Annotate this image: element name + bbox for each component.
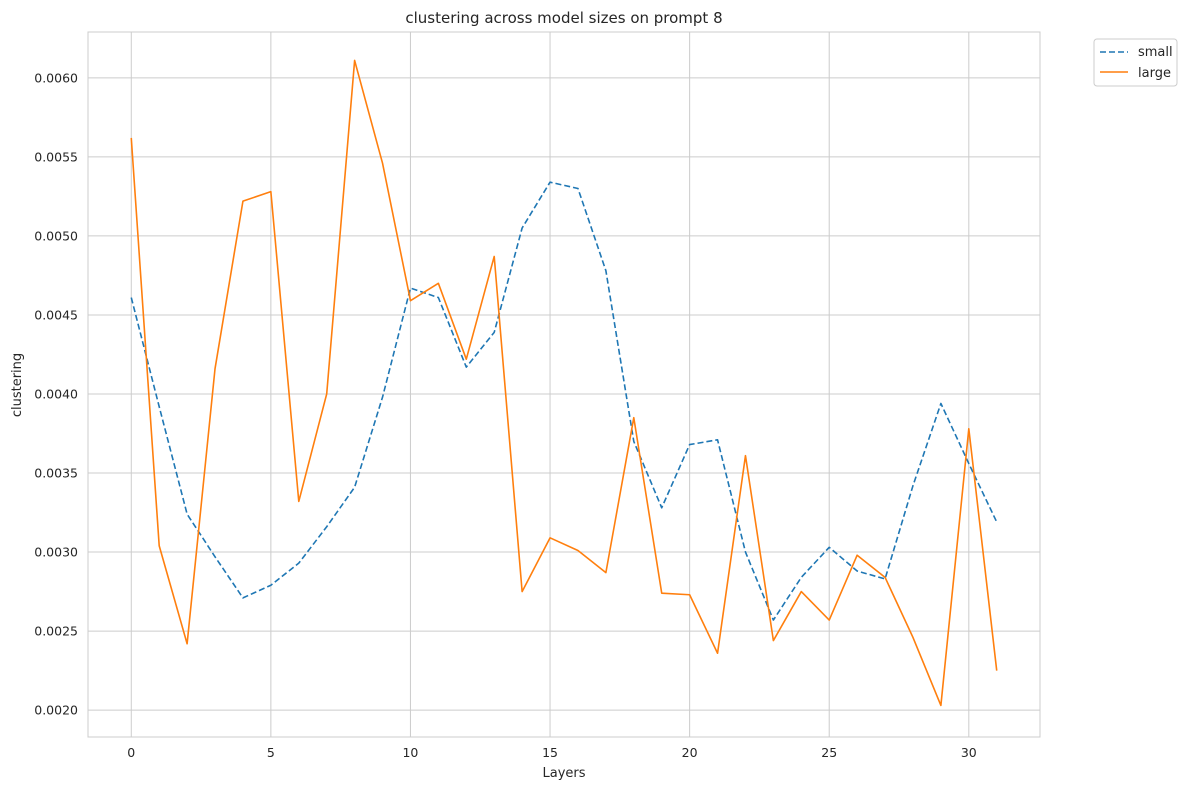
y-tick-label: 0.0050 [34,228,78,243]
series-line-large [130,59,998,707]
y-tick-label: 0.0060 [34,70,78,85]
chart-title: clustering across model sizes on prompt … [405,9,722,27]
y-tick-label: 0.0055 [34,149,78,164]
y-tick-label: 0.0020 [34,703,78,718]
x-tick-label: 15 [542,745,558,760]
tick-labels: 0 5 10 15 20 25 30 0.0020 0.0025 0.0030 0.0035 0.00… [34,70,977,760]
x-tick-label: 25 [821,745,837,760]
y-tick-label: 0.0035 [34,466,78,481]
y-axis-label: clustering [10,353,25,417]
legend-label-small: small [1138,45,1173,60]
x-tick-label: 10 [402,745,418,760]
series-lines [130,59,998,707]
grid [88,32,1040,737]
legend-label-large: large [1138,66,1171,81]
y-tick-label: 0.0040 [34,386,78,401]
plot-area-frame [87,31,1041,738]
series-line-small [130,181,998,621]
y-tick-label: 0.0045 [34,307,78,322]
legend: small large [1093,38,1178,87]
x-axis-label: Layers [542,766,585,781]
y-tick-label: 0.0025 [34,624,78,639]
x-tick-label: 30 [961,745,977,760]
x-tick-label: 0 [127,745,135,760]
x-tick-label: 5 [267,745,275,760]
x-tick-label: 20 [682,745,698,760]
legend-box [1093,38,1178,87]
y-tick-label: 0.0030 [34,545,78,560]
